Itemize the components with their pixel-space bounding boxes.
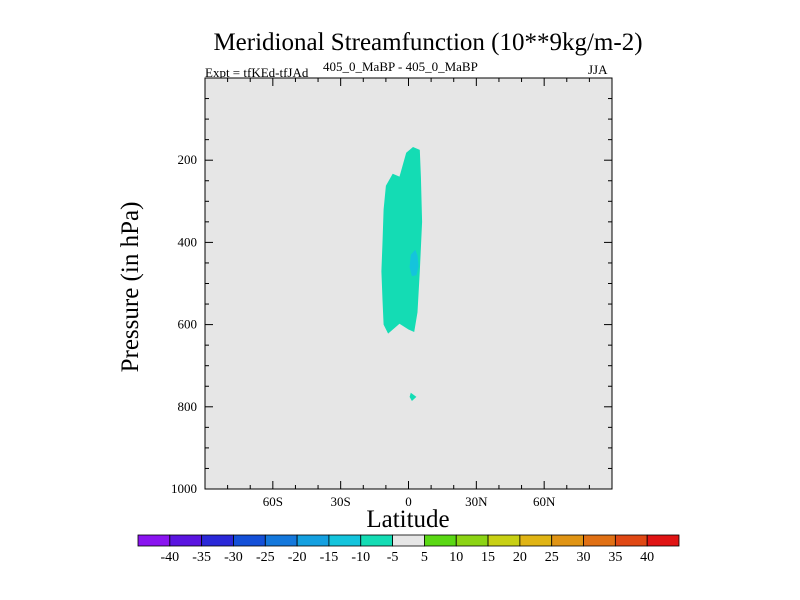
colorbar-box	[646, 534, 680, 547]
y-tick-label: 200	[178, 152, 198, 167]
y-tick-label: 400	[178, 234, 198, 249]
colorbar-box	[424, 534, 457, 547]
run-label: 405_0_MaBP - 405_0_MaBP	[323, 59, 478, 74]
x-tick-label: 30N	[465, 494, 488, 509]
colorbar-box	[328, 534, 362, 547]
x-tick-label: 30S	[331, 494, 351, 509]
colorbar-label: 20	[513, 550, 527, 565]
colorbar-box	[296, 534, 330, 547]
y-axis-title: Pressure (in hPa)	[117, 202, 144, 373]
colorbar-box	[264, 534, 298, 547]
colorbar-box	[583, 534, 616, 547]
x-tick-label: 60S	[263, 494, 283, 509]
colorbar-label: -20	[288, 550, 307, 565]
colorbar-box	[169, 534, 203, 547]
colorbar-label: -40	[160, 550, 179, 565]
experiment-label: Expt = tfKEd-tfJAd	[205, 65, 309, 80]
y-tick-label: 800	[178, 399, 198, 414]
x-tick-label: 0	[405, 494, 412, 509]
colorbar-box	[201, 534, 234, 547]
x-tick-label: 60N	[533, 494, 556, 509]
colorbar-label: 15	[481, 550, 495, 565]
colorbar-box	[455, 534, 489, 547]
colorbar-label: 25	[545, 550, 559, 565]
colorbar-box	[137, 534, 171, 547]
colorbar-label: 35	[608, 550, 622, 565]
colorbar-label: 40	[640, 550, 654, 565]
colorbar-box	[614, 534, 648, 547]
contour-region-2	[409, 249, 419, 277]
x-axis-title: Latitude	[366, 506, 449, 533]
contour-region-3	[409, 392, 417, 401]
colorbar-label: 5	[421, 550, 428, 565]
y-tick-label: 1000	[171, 481, 197, 496]
chart-title: Meridional Streamfunction (10**9kg/m-2)	[213, 29, 643, 56]
colorbar-label: 30	[577, 550, 591, 565]
colorbar-box	[519, 534, 553, 547]
colorbar-label: -30	[224, 550, 243, 565]
colorbar-label: -25	[256, 550, 275, 565]
colorbar-box	[392, 534, 425, 547]
colorbar-box	[551, 534, 584, 547]
colorbar-label: -10	[351, 550, 370, 565]
contour-region-1	[381, 147, 423, 334]
colorbar-box	[360, 534, 393, 547]
colorbar-label: -5	[387, 550, 399, 565]
season-label: JJA	[588, 62, 608, 77]
colorbar-box	[487, 534, 521, 547]
colorbar-label: 10	[449, 550, 463, 565]
colorbar-box	[233, 534, 266, 547]
colorbar-label: -15	[320, 550, 339, 565]
y-tick-label: 600	[178, 317, 198, 332]
colorbar-label: -35	[192, 550, 211, 565]
